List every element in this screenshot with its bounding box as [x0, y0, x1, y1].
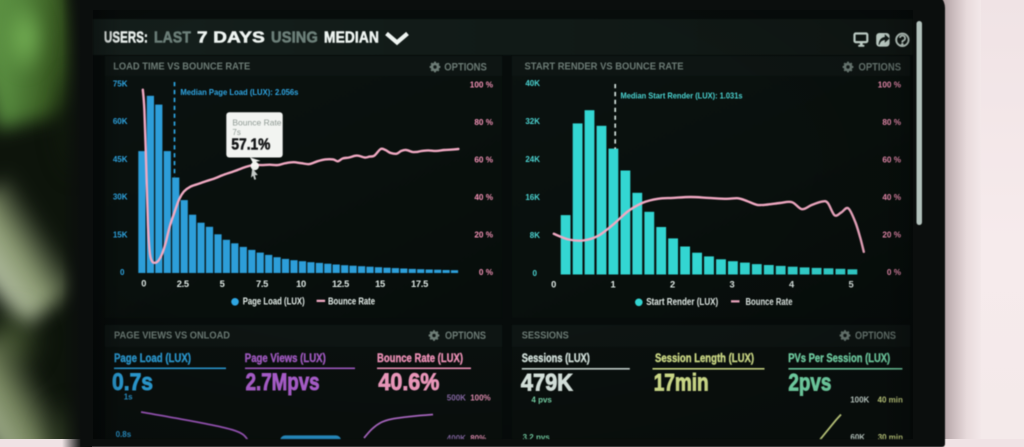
svg-text:Bounce Rate: Bounce Rate	[328, 297, 375, 308]
svg-text:80%: 80%	[470, 434, 486, 439]
svg-text:3: 3	[729, 280, 734, 290]
svg-text:PAGE VIEWS VS ONLOAD: PAGE VIEWS VS ONLOAD	[114, 330, 230, 342]
svg-text:Page Load (LUX): Page Load (LUX)	[243, 297, 305, 308]
svg-text:100%: 100%	[470, 394, 490, 403]
svg-text:1s: 1s	[124, 393, 133, 402]
svg-text:100 %: 100 %	[878, 81, 902, 90]
svg-text:17.5: 17.5	[411, 279, 428, 289]
svg-text:0.8s: 0.8s	[116, 430, 132, 439]
svg-text:60 %: 60 %	[882, 156, 901, 165]
svg-text:Session Length (LUX): Session Length (LUX)	[655, 353, 754, 365]
svg-text:OPTIONS: OPTIONS	[444, 62, 487, 74]
svg-text:Page Load (LUX): Page Load (LUX)	[114, 353, 191, 365]
svg-text:40.6%: 40.6%	[378, 369, 439, 396]
svg-text:Sessions (LUX): Sessions (LUX)	[522, 353, 590, 365]
svg-text:OPTIONS: OPTIONS	[445, 330, 486, 342]
svg-text:0: 0	[120, 268, 125, 277]
svg-text:80 %: 80 %	[474, 118, 493, 127]
svg-text:30K: 30K	[113, 193, 128, 202]
svg-text:57.1%: 57.1%	[231, 137, 270, 154]
svg-text:2.5: 2.5	[177, 279, 189, 289]
svg-text:100K: 100K	[850, 396, 869, 405]
svg-text:60K: 60K	[850, 433, 865, 439]
svg-text:0: 0	[551, 280, 556, 290]
svg-text:40 %: 40 %	[882, 193, 901, 202]
svg-text:0: 0	[533, 269, 538, 278]
svg-text:MEDIAN: MEDIAN	[324, 30, 379, 47]
svg-text:7s: 7s	[232, 128, 240, 137]
svg-text:7 DAYS: 7 DAYS	[197, 30, 265, 47]
svg-text:Median Start Render (LUX): 1.0: Median Start Render (LUX): 1.031s	[621, 92, 743, 101]
svg-text:4 pvs: 4 pvs	[531, 396, 552, 405]
svg-text:40 %: 40 %	[474, 193, 493, 202]
svg-text:2: 2	[670, 280, 675, 290]
svg-text:Start Render (LUX): Start Render (LUX)	[646, 297, 718, 308]
svg-text:OPTIONS: OPTIONS	[859, 62, 902, 74]
svg-text:Bounce Rate: Bounce Rate	[746, 297, 793, 308]
svg-text:45K: 45K	[113, 155, 128, 164]
svg-text:8K: 8K	[530, 231, 540, 240]
svg-text:0.7s: 0.7s	[112, 369, 153, 396]
svg-text:7.5: 7.5	[256, 279, 268, 289]
svg-text:479K: 479K	[521, 370, 574, 397]
svg-text:32K: 32K	[525, 117, 540, 126]
svg-text:15K: 15K	[113, 230, 128, 239]
svg-text:20 %: 20 %	[882, 231, 901, 240]
svg-text:75K: 75K	[113, 80, 128, 89]
svg-text:0: 0	[141, 279, 146, 289]
svg-text:5: 5	[220, 279, 225, 289]
svg-text:0 %: 0 %	[887, 268, 902, 277]
svg-text:USERS:: USERS:	[104, 30, 148, 47]
svg-text:PVs Per Session (LUX): PVs Per Session (LUX)	[788, 353, 890, 365]
svg-text:30 min: 30 min	[878, 433, 903, 439]
svg-text:400K: 400K	[447, 434, 466, 439]
svg-text:1: 1	[610, 280, 615, 290]
svg-text:SESSIONS: SESSIONS	[522, 330, 569, 342]
svg-text:24K: 24K	[525, 155, 540, 164]
svg-text:USING: USING	[271, 30, 318, 47]
svg-text:4: 4	[789, 280, 795, 290]
svg-text:Bounce Rate (LUX): Bounce Rate (LUX)	[377, 353, 463, 365]
svg-text:15: 15	[375, 279, 385, 289]
svg-text:3.2 pvs: 3.2 pvs	[523, 433, 551, 439]
svg-text:10: 10	[296, 279, 306, 289]
svg-text:40K: 40K	[525, 79, 540, 88]
svg-text:0 %: 0 %	[479, 268, 494, 277]
svg-text:Bounce Rate: Bounce Rate	[232, 118, 281, 128]
svg-text:2pvs: 2pvs	[788, 370, 831, 397]
svg-text:500K: 500K	[447, 394, 466, 403]
svg-text:80 %: 80 %	[882, 118, 901, 127]
svg-text:40 min: 40 min	[878, 396, 903, 405]
svg-text:12.5: 12.5	[332, 279, 349, 289]
svg-text:LOAD TIME VS BOUNCE RATE: LOAD TIME VS BOUNCE RATE	[113, 61, 250, 73]
svg-text:17min: 17min	[654, 370, 709, 397]
svg-text:2.7Mpvs: 2.7Mpvs	[246, 369, 320, 396]
svg-text:60 %: 60 %	[474, 156, 493, 165]
svg-text:LAST: LAST	[154, 30, 191, 47]
svg-text:Page Views (LUX): Page Views (LUX)	[245, 353, 326, 365]
svg-text:60K: 60K	[113, 117, 128, 126]
svg-text:OPTIONS: OPTIONS	[855, 330, 896, 342]
svg-text:100 %: 100 %	[470, 81, 494, 90]
svg-text:5: 5	[848, 280, 853, 290]
svg-text:Median Page Load (LUX): 2.056s: Median Page Load (LUX): 2.056s	[180, 88, 298, 97]
svg-text:20 %: 20 %	[474, 231, 493, 240]
svg-text:START RENDER VS BOUNCE RATE: START RENDER VS BOUNCE RATE	[525, 61, 684, 73]
svg-text:16K: 16K	[525, 193, 540, 202]
